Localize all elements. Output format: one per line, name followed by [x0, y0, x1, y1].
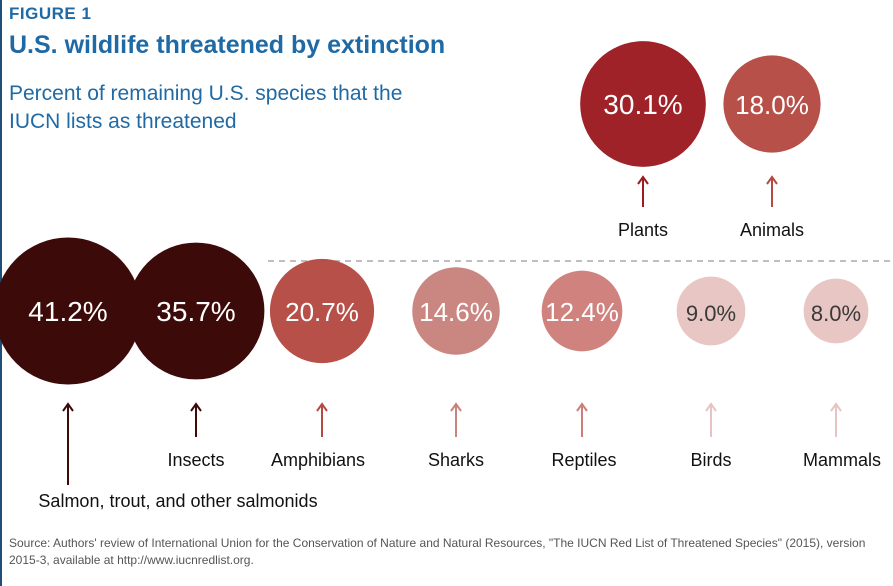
- value-label-birds: 9.0%: [686, 301, 736, 326]
- arrowhead-sharks: [450, 402, 462, 412]
- category-label-amphibians: Amphibians: [271, 450, 365, 470]
- arrowhead-animals: [766, 175, 778, 185]
- value-label-amphibians: 20.7%: [285, 297, 359, 327]
- arrowhead-amphibians: [316, 402, 328, 412]
- bubble-insects: [127, 242, 265, 380]
- value-label-mammals: 8.0%: [811, 301, 861, 326]
- value-label-insects: 35.7%: [156, 296, 235, 327]
- bubble-sharks: [412, 267, 500, 355]
- bubble-amphibians: [269, 258, 375, 364]
- category-label-birds: Birds: [690, 450, 731, 470]
- category-label-reptiles: Reptiles: [551, 450, 616, 470]
- category-label-sharks: Sharks: [428, 450, 484, 470]
- category-label-animals: Animals: [740, 220, 804, 240]
- arrowhead-birds: [705, 402, 717, 412]
- value-label-plants: 30.1%: [603, 89, 682, 120]
- value-label-sharks: 14.6%: [419, 297, 493, 327]
- bubble-animals: [723, 55, 821, 153]
- arrowhead-mammals: [830, 402, 842, 412]
- value-label-animals: 18.0%: [735, 90, 809, 120]
- bubble-birds: [676, 276, 746, 346]
- value-label-reptiles: 12.4%: [545, 297, 619, 327]
- value-label-salmon-trout-and-other-salmonids: 41.2%: [28, 296, 107, 327]
- arrowhead-reptiles: [576, 402, 588, 412]
- bubble-mammals: [803, 278, 869, 344]
- category-label-salmon-trout-and-other-salmonids: Salmon, trout, and other salmonids: [38, 491, 317, 511]
- source-note: Source: Authors' review of International…: [9, 536, 866, 567]
- figure-label: FIGURE 1: [9, 4, 92, 23]
- arrowhead-insects: [190, 402, 202, 412]
- bubble-reptiles: [541, 270, 623, 352]
- chart-title: U.S. wildlife threatened by extinction: [9, 31, 446, 59]
- bubble-plants: [580, 41, 706, 167]
- arrowhead-salmon-trout-and-other-salmonids: [62, 402, 74, 412]
- category-label-insects: Insects: [167, 450, 224, 470]
- arrowhead-plants: [637, 175, 649, 185]
- category-label-plants: Plants: [618, 220, 668, 240]
- category-label-mammals: Mammals: [803, 450, 881, 470]
- bubble-salmon-trout-and-other-salmonids: [0, 237, 142, 385]
- chart-subtitle: Percent of remaining U.S. species that t…: [9, 82, 403, 133]
